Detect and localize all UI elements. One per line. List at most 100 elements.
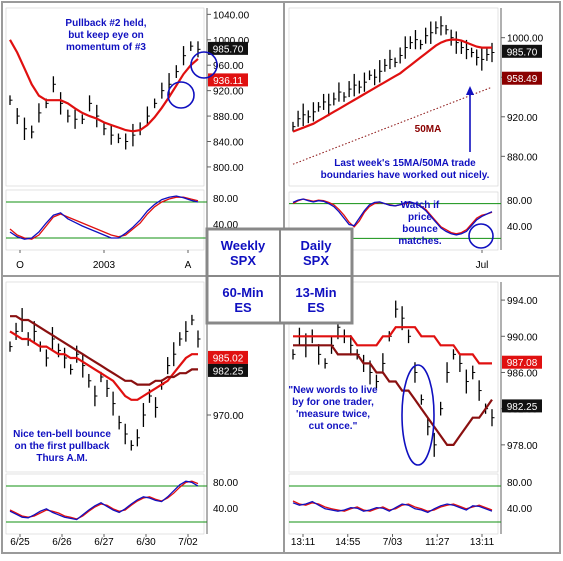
price-badge-label: 985.70 (213, 44, 244, 55)
oscillator-tick-label: 80.00 (213, 478, 238, 489)
y-tick-label: 978.00 (507, 441, 538, 452)
x-tick-label: 7/02 (178, 537, 198, 548)
y-tick-label: 986.00 (507, 368, 538, 379)
y-tick-label: 1000.00 (213, 36, 250, 47)
oscillator-tick-label: 80.00 (213, 194, 238, 205)
y-tick-label: 960.00 (213, 61, 244, 72)
x-tick-label: 7/03 (383, 537, 403, 548)
timeframe-label-line1: 13-Min (295, 285, 336, 300)
timeframe-label-line2: ES (234, 300, 252, 315)
oscillator-blue-line (292, 500, 493, 514)
x-tick-label: 11:27 (425, 537, 450, 548)
annotation-text: Watch if (401, 200, 440, 211)
x-tick-label: A (185, 260, 192, 271)
timeframe-label-line1: Daily (300, 238, 332, 253)
highlight-circle (190, 51, 218, 79)
price-badge (502, 44, 542, 58)
y-tick-label: 920.00 (507, 113, 538, 124)
price-badge (208, 73, 248, 87)
x-tick-label: 2003 (93, 260, 116, 271)
price-badge (208, 350, 248, 364)
annotation-text: price (408, 212, 432, 223)
moving-average-line-1 (9, 330, 198, 401)
y-tick-label: 994.00 (507, 296, 538, 307)
y-tick-label: 880.00 (507, 152, 538, 163)
oscillator-tick-label: 80.00 (507, 196, 532, 207)
price-badge (502, 399, 542, 413)
pointer-arrow-head (466, 86, 474, 95)
oscillator-tick-label: 40.00 (213, 220, 238, 231)
oscillator-tick-label: 80.00 (507, 478, 532, 489)
annotation-text: Thurs A.M. (36, 453, 88, 464)
moving-average-line-1 (292, 38, 492, 133)
chart-panel-1: 1040.00 1000.00 960.00 920.00 880.00 840.00 80… (5, 7, 250, 271)
annotation-text: on the first pullback (14, 441, 109, 452)
oscillator-plot-area (5, 473, 205, 535)
annotation-text: boundaries have worked out nicely. (321, 170, 490, 181)
price-badge-label: 982.25 (507, 402, 538, 413)
oscillator-blue-line (9, 480, 199, 521)
x-tick-label: 13:11 (470, 537, 495, 548)
oscillator-tick-label: 40.00 (507, 222, 532, 233)
timeframe-label-line2: ES (307, 300, 325, 315)
annotation-text: Nice ten-bell bounce (13, 429, 111, 440)
x-tick-label: 13:11 (291, 537, 316, 548)
x-tick-label: 6/25 (10, 537, 30, 548)
price-badge (502, 71, 542, 85)
annotation-text: bounce (402, 224, 438, 235)
oscillator-plot-area (288, 473, 499, 535)
highlight-circle (468, 223, 494, 249)
highlight-ellipse (401, 364, 435, 466)
highlight-circle (167, 81, 195, 109)
price-badge-label: 985.02 (213, 353, 244, 364)
y-tick-label: 880.00 (213, 112, 244, 123)
moving-average-line-2 (10, 315, 198, 386)
oscillator-tick-label: 40.00 (507, 504, 532, 515)
price-badge-label: 985.70 (507, 47, 538, 58)
annotation-text: "New words to live (288, 385, 378, 396)
x-tick-label: 6/27 (94, 537, 114, 548)
chart-panel-3: 970.00 985.02 982.25 80.00 40.00 6/25 6/26 6/27… (5, 281, 248, 548)
oscillator-blue-line (9, 195, 199, 240)
timeframe-label-line1: 60-Min (222, 285, 263, 300)
annotation-text: Pullback #2 held, (65, 18, 146, 29)
oscillator-blue-line (292, 198, 493, 236)
timeframe-label-line1: Weekly (221, 238, 266, 253)
annotation-text: but keep eye on (68, 30, 144, 41)
ma-label: 50MA (415, 124, 442, 135)
annotation-text: cut once." (309, 421, 358, 432)
annotation-text: momentum of #3 (66, 42, 146, 53)
oscillator-plot-area (5, 189, 205, 251)
y-tick-label: 1040.00 (213, 10, 250, 21)
moving-average-line-1 (293, 326, 492, 365)
oscillator-red-line (9, 196, 199, 240)
y-tick-label: 970.00 (213, 411, 244, 422)
annotation-text: by for one trader, (292, 397, 374, 408)
price-badge (208, 363, 248, 377)
x-tick-label: 14:55 (335, 537, 360, 548)
y-tick-label: 990.00 (507, 332, 538, 343)
x-tick-label: 6/30 (136, 537, 156, 548)
timeframe-label-line2: SPX (230, 253, 256, 268)
y-tick-label: 920.00 (213, 87, 244, 98)
moving-average-line-2 (293, 344, 493, 446)
x-tick-label: 6/26 (52, 537, 72, 548)
annotation-text: 'measure twice, (296, 409, 370, 420)
annotation-text: matches. (398, 236, 442, 247)
x-tick-label: O (16, 260, 24, 271)
oscillator-tick-label: 40.00 (213, 504, 238, 515)
price-badge-label: 982.25 (213, 366, 244, 377)
y-tick-label: 840.00 (213, 138, 244, 149)
price-badge (208, 41, 248, 55)
timeframe-label-line2: SPX (303, 253, 329, 268)
moving-average-line-1 (9, 39, 199, 133)
annotation-text: Last week's 15MA/50MA trade (334, 158, 476, 169)
price-badge-label: 936.11 (213, 76, 243, 87)
price-badge-label: 987.08 (507, 358, 538, 369)
y-tick-label: 800.00 (213, 163, 244, 174)
moving-average-line-2 (292, 86, 493, 165)
y-tick-label: 1000.00 (507, 34, 544, 45)
